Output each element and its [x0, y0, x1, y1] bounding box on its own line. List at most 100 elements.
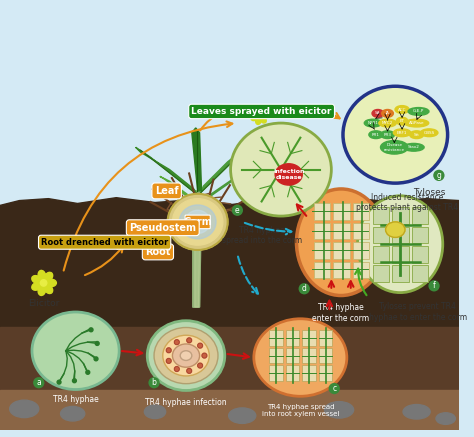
Ellipse shape: [32, 312, 119, 389]
Ellipse shape: [132, 241, 137, 249]
Bar: [314, 204, 330, 220]
Ellipse shape: [61, 406, 85, 421]
Ellipse shape: [187, 368, 191, 373]
Ellipse shape: [174, 340, 179, 345]
Ellipse shape: [372, 110, 383, 117]
Text: GBSS: GBSS: [424, 131, 435, 135]
Bar: [392, 246, 409, 263]
Polygon shape: [136, 147, 199, 196]
Bar: [412, 208, 428, 224]
Bar: [333, 204, 350, 220]
Text: Tyloses prevent TR4
hyphae to enter the corm: Tyloses prevent TR4 hyphae to enter the …: [368, 302, 466, 322]
Ellipse shape: [154, 327, 218, 384]
Bar: [412, 227, 428, 243]
Text: c: c: [332, 384, 337, 393]
Text: TR4 hyphae
enter the corm: TR4 hyphae enter the corm: [312, 303, 370, 323]
Text: Elicitor: Elicitor: [28, 299, 59, 309]
Ellipse shape: [379, 119, 396, 127]
Text: b: b: [152, 378, 156, 387]
Text: Corm: Corm: [183, 217, 212, 227]
Ellipse shape: [260, 116, 266, 123]
Ellipse shape: [179, 205, 216, 239]
Ellipse shape: [137, 236, 145, 242]
Ellipse shape: [127, 234, 135, 240]
Polygon shape: [201, 173, 242, 201]
Text: d: d: [302, 284, 307, 293]
Text: AGPase: AGPase: [409, 121, 424, 125]
Polygon shape: [192, 128, 201, 191]
Text: ERF1: ERF1: [397, 131, 407, 135]
Bar: [319, 330, 332, 346]
Text: TR4 hyphae spread
into root xylem vessel: TR4 hyphae spread into root xylem vessel: [262, 404, 339, 417]
Ellipse shape: [436, 413, 456, 424]
Text: ACC: ACC: [398, 108, 406, 111]
Text: g: g: [437, 171, 441, 180]
Bar: [286, 365, 300, 381]
Bar: [302, 330, 316, 346]
Polygon shape: [0, 389, 459, 430]
Ellipse shape: [254, 319, 347, 396]
Ellipse shape: [393, 129, 411, 137]
Ellipse shape: [89, 328, 93, 332]
Bar: [333, 242, 350, 259]
Text: Induced resistance
protects plant against TR4: Induced resistance protects plant agains…: [356, 193, 458, 212]
Bar: [269, 365, 283, 381]
Bar: [286, 330, 300, 346]
Ellipse shape: [86, 371, 90, 374]
Text: TR4 hyphae
spread into the corm: TR4 hyphae spread into the corm: [221, 226, 301, 245]
Ellipse shape: [136, 232, 142, 239]
Text: PR3: PR3: [383, 133, 392, 137]
Ellipse shape: [403, 405, 430, 419]
Text: SA: SA: [375, 111, 381, 115]
Ellipse shape: [185, 210, 210, 233]
Ellipse shape: [275, 164, 302, 185]
Ellipse shape: [357, 196, 443, 293]
Ellipse shape: [257, 113, 262, 118]
Bar: [302, 348, 316, 363]
Text: a: a: [36, 378, 41, 387]
Text: TR4 hyphae infection: TR4 hyphae infection: [145, 398, 227, 407]
Ellipse shape: [230, 123, 331, 216]
Bar: [392, 266, 409, 282]
Ellipse shape: [396, 117, 408, 125]
Ellipse shape: [408, 108, 429, 115]
Ellipse shape: [145, 405, 166, 419]
Ellipse shape: [38, 271, 46, 281]
Text: MYC2: MYC2: [382, 121, 393, 125]
Bar: [333, 223, 350, 239]
Ellipse shape: [255, 117, 261, 125]
Bar: [269, 330, 283, 346]
Ellipse shape: [174, 367, 179, 371]
Ellipse shape: [198, 343, 202, 348]
Text: JA: JA: [386, 111, 390, 115]
Ellipse shape: [251, 114, 258, 121]
Bar: [314, 242, 330, 259]
Bar: [286, 348, 300, 363]
Polygon shape: [0, 198, 459, 430]
Text: NPR1: NPR1: [367, 121, 378, 125]
Polygon shape: [193, 191, 201, 307]
Bar: [392, 208, 409, 224]
Ellipse shape: [166, 358, 171, 363]
Text: e: e: [235, 206, 240, 215]
Ellipse shape: [173, 199, 223, 245]
Polygon shape: [160, 177, 196, 201]
Ellipse shape: [173, 344, 200, 367]
Ellipse shape: [9, 400, 39, 418]
Text: f: f: [433, 281, 436, 290]
Ellipse shape: [381, 141, 408, 154]
Text: PR1: PR1: [372, 133, 380, 137]
Ellipse shape: [166, 348, 171, 353]
Polygon shape: [193, 191, 201, 307]
Ellipse shape: [32, 282, 42, 290]
Bar: [373, 227, 390, 243]
Ellipse shape: [382, 110, 393, 117]
Ellipse shape: [127, 239, 135, 245]
Ellipse shape: [32, 276, 42, 284]
Ellipse shape: [163, 335, 209, 376]
Bar: [314, 262, 330, 278]
Ellipse shape: [386, 222, 405, 237]
Polygon shape: [195, 196, 201, 307]
Text: Pseudostem: Pseudostem: [129, 223, 196, 233]
Ellipse shape: [410, 131, 424, 139]
